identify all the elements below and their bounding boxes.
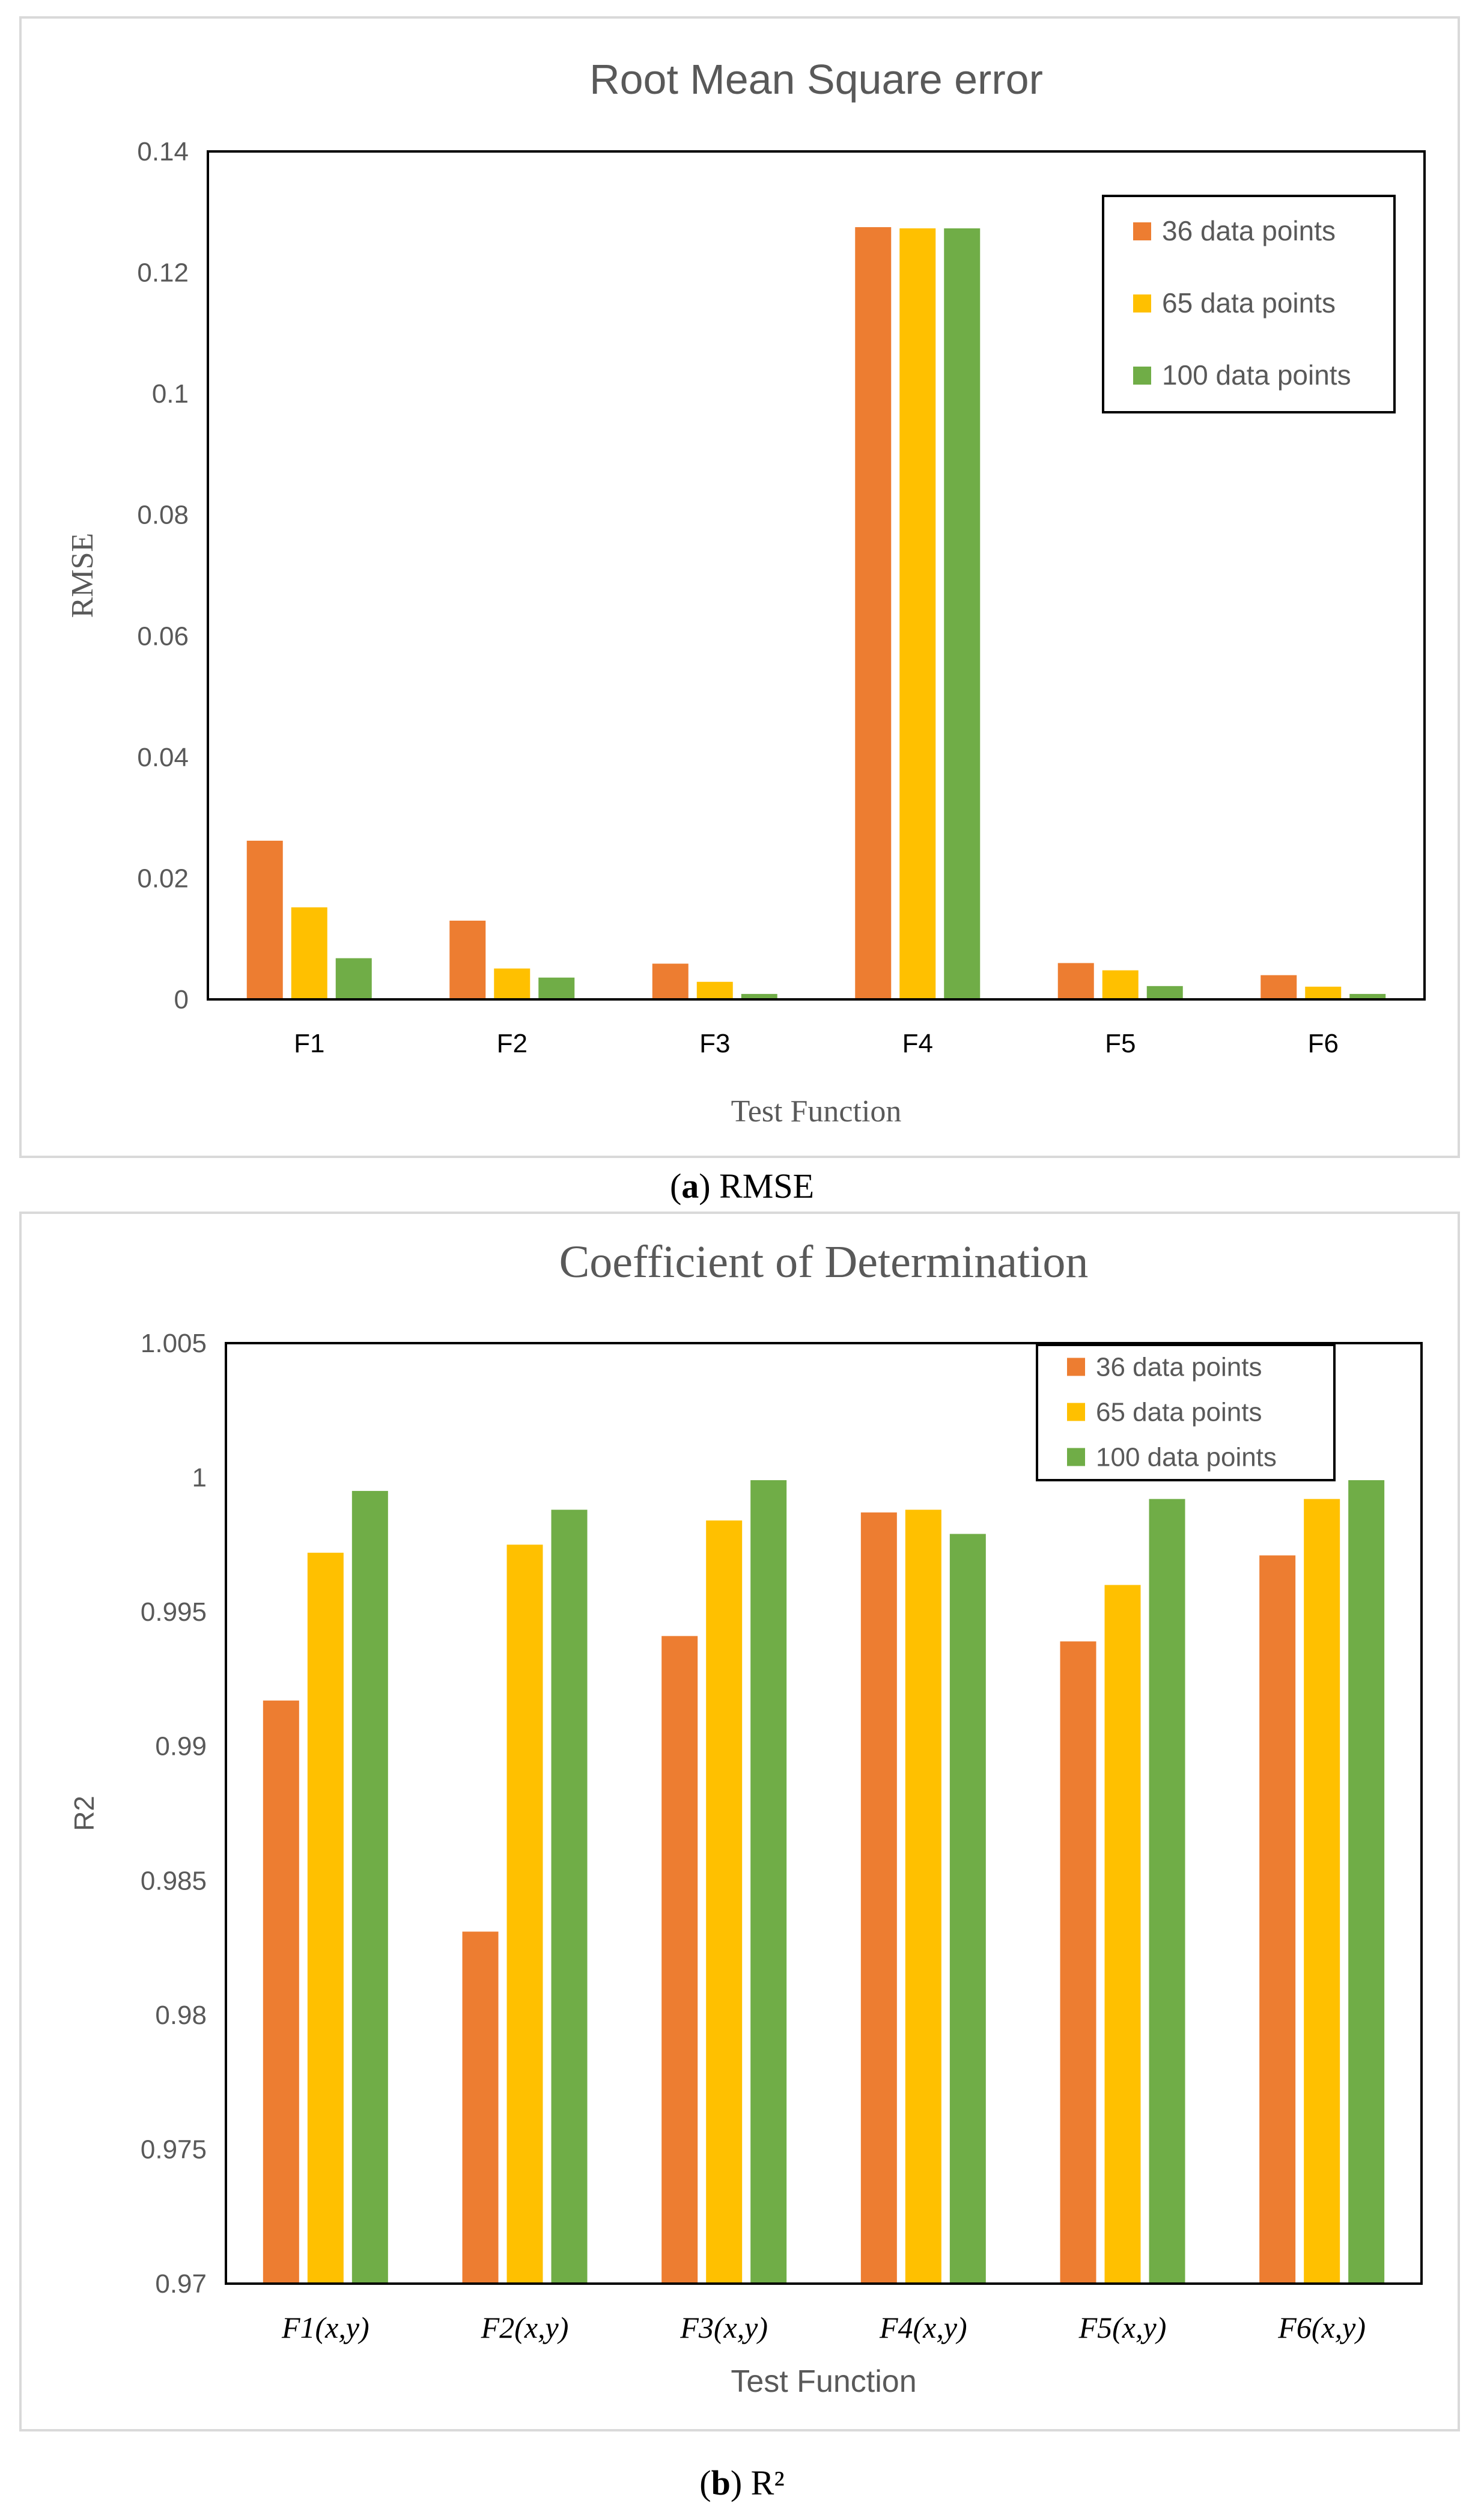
r2-legend-label-1: 36 data points bbox=[1096, 1353, 1262, 1382]
r2-bar-2-2 bbox=[506, 1544, 543, 2284]
rmse-bar-3-5 bbox=[1146, 986, 1183, 999]
rmse-bar-1-6 bbox=[1260, 975, 1297, 999]
r2-bar-1-5 bbox=[1060, 1641, 1096, 2284]
rmse-chart-panel: Root Mean Square error 0 0.02 0.04 0.06 0.08 0… bbox=[19, 16, 1460, 1158]
rmse-bar-2-3 bbox=[696, 981, 733, 999]
rmse-chart-title: Root Mean Square error bbox=[589, 56, 1043, 103]
rmse-legend-swatch-2 bbox=[1133, 294, 1151, 312]
r2-chart: Coefficient of Determination 0.97 0.975 0.9… bbox=[68, 1237, 1423, 2399]
r2-bar-1-1 bbox=[263, 1700, 299, 2284]
rmse-y-tick-label: 0.06 bbox=[137, 621, 189, 651]
rmse-legend-swatch-3 bbox=[1133, 367, 1151, 385]
caption-b: (b) R² bbox=[699, 2463, 785, 2502]
rmse-bar-2-2 bbox=[494, 968, 531, 999]
caption-a-text: RMSE bbox=[710, 1166, 815, 1206]
rmse-legend bbox=[1102, 195, 1396, 413]
r2-chart-title: Coefficient of Determination bbox=[559, 1237, 1089, 1287]
rmse-y-axis-label: RMSE bbox=[65, 533, 100, 618]
r2-bar-2-3 bbox=[706, 1520, 743, 2284]
rmse-bar-3-3 bbox=[741, 993, 777, 999]
rmse-legend-swatch-1 bbox=[1133, 222, 1151, 240]
r2-category-label: F4(x,y) bbox=[879, 2311, 967, 2344]
r2-bar-1-3 bbox=[661, 1636, 698, 2284]
rmse-bar-1-1 bbox=[246, 840, 283, 999]
r2-category-label: F3(x,y) bbox=[680, 2311, 768, 2344]
rmse-bar-1-3 bbox=[652, 963, 689, 999]
r2-bar-3-1 bbox=[351, 1490, 388, 2284]
r2-plot-area bbox=[225, 1342, 1423, 2285]
rmse-category-label: F2 bbox=[497, 1029, 528, 1058]
rmse-legend-label-3: 100 data points bbox=[1162, 359, 1351, 391]
r2-legend-label-2: 65 data points bbox=[1096, 1398, 1262, 1427]
r2-y-tick-label: 0.97 bbox=[155, 2269, 207, 2299]
rmse-chart: Root Mean Square error 0 0.02 0.04 0.06 0.08 0… bbox=[65, 56, 1426, 1129]
r2-bar-2-4 bbox=[905, 1510, 941, 2284]
caption-b-text: R² bbox=[742, 2463, 785, 2502]
r2-y-tick-label: 0.99 bbox=[155, 1732, 207, 1761]
r2-category-label: F2(x,y) bbox=[481, 2311, 569, 2344]
r2-bar-1-4 bbox=[860, 1512, 897, 2284]
rmse-legend-label-2: 65 data points bbox=[1162, 287, 1336, 319]
r2-y-tick-label: 0.98 bbox=[155, 2001, 207, 2030]
rmse-x-axis-label: Test Function bbox=[731, 1094, 902, 1129]
rmse-bar-1-2 bbox=[449, 920, 486, 999]
rmse-category-label: F3 bbox=[699, 1029, 730, 1058]
r2-y-tick-label: 0.985 bbox=[141, 1866, 207, 1895]
r2-chart-panel: Coefficient of Determination 0.97 0.975 0.9… bbox=[19, 1212, 1460, 2431]
r2-bar-3-3 bbox=[750, 1480, 787, 2284]
rmse-bar-3-6 bbox=[1349, 993, 1386, 999]
r2-y-axis-label: R2 bbox=[68, 1796, 100, 1831]
rmse-category-label: F4 bbox=[902, 1029, 933, 1058]
rmse-bar-3-4 bbox=[944, 228, 981, 1000]
rmse-legend-label-1: 36 data points bbox=[1162, 215, 1336, 246]
rmse-bar-2-1 bbox=[291, 907, 327, 999]
rmse-y-tick-label: 0 bbox=[174, 985, 189, 1014]
r2-legend-swatch-2 bbox=[1067, 1403, 1085, 1421]
r2-legend-label-3: 100 data points bbox=[1096, 1443, 1277, 1472]
rmse-bar-1-5 bbox=[1057, 963, 1094, 999]
rmse-y-tick-label: 0.08 bbox=[137, 501, 189, 530]
rmse-y-tick-label: 0.14 bbox=[137, 137, 189, 166]
rmse-y-tick-label: 0.02 bbox=[137, 864, 189, 893]
r2-y-tick-label: 0.975 bbox=[141, 2135, 207, 2164]
r2-y-tick-label: 1 bbox=[192, 1463, 207, 1493]
r2-legend-swatch-1 bbox=[1067, 1358, 1085, 1376]
rmse-bar-2-5 bbox=[1102, 970, 1139, 999]
r2-category-label: F6(x,y) bbox=[1277, 2311, 1366, 2344]
rmse-plot-area bbox=[207, 150, 1426, 1001]
rmse-bar-2-4 bbox=[899, 228, 936, 1000]
rmse-bar-1-4 bbox=[855, 227, 892, 999]
rmse-y-tick-label: 0.04 bbox=[137, 743, 189, 772]
caption-b-letter: b bbox=[711, 2463, 731, 2502]
r2-legend bbox=[1036, 1344, 1336, 1481]
rmse-y-tick-label: 0.1 bbox=[152, 379, 189, 409]
r2-bar-1-6 bbox=[1259, 1555, 1296, 2284]
rmse-category-label: F1 bbox=[294, 1029, 324, 1058]
rmse-bar-2-6 bbox=[1305, 986, 1342, 999]
rmse-category-label: F5 bbox=[1105, 1029, 1136, 1058]
r2-bar-2-1 bbox=[307, 1552, 344, 2284]
rmse-y-tick-label: 0.12 bbox=[137, 258, 189, 288]
rmse-bar-3-1 bbox=[335, 958, 372, 999]
r2-bar-1-2 bbox=[462, 1931, 499, 2284]
r2-bar-2-5 bbox=[1104, 1585, 1141, 2284]
r2-x-axis-label: Test Function bbox=[731, 2364, 916, 2399]
r2-bar-3-5 bbox=[1149, 1499, 1185, 2284]
r2-bar-3-4 bbox=[949, 1534, 986, 2284]
caption-a: (a) RMSE bbox=[669, 1166, 815, 1206]
r2-y-tick-label: 1.005 bbox=[141, 1329, 207, 1358]
r2-bar-2-6 bbox=[1304, 1499, 1340, 2284]
r2-bar-3-6 bbox=[1348, 1480, 1385, 2284]
rmse-bar-3-2 bbox=[538, 977, 575, 999]
caption-a-letter: a bbox=[681, 1166, 699, 1206]
r2-y-tick-label: 0.995 bbox=[141, 1597, 207, 1627]
rmse-category-label: F6 bbox=[1308, 1029, 1339, 1058]
r2-bar-3-2 bbox=[551, 1510, 588, 2284]
r2-category-label: F1(x,y) bbox=[281, 2311, 369, 2344]
r2-category-label: F5(x,y) bbox=[1078, 2311, 1167, 2344]
r2-legend-swatch-3 bbox=[1067, 1448, 1085, 1466]
